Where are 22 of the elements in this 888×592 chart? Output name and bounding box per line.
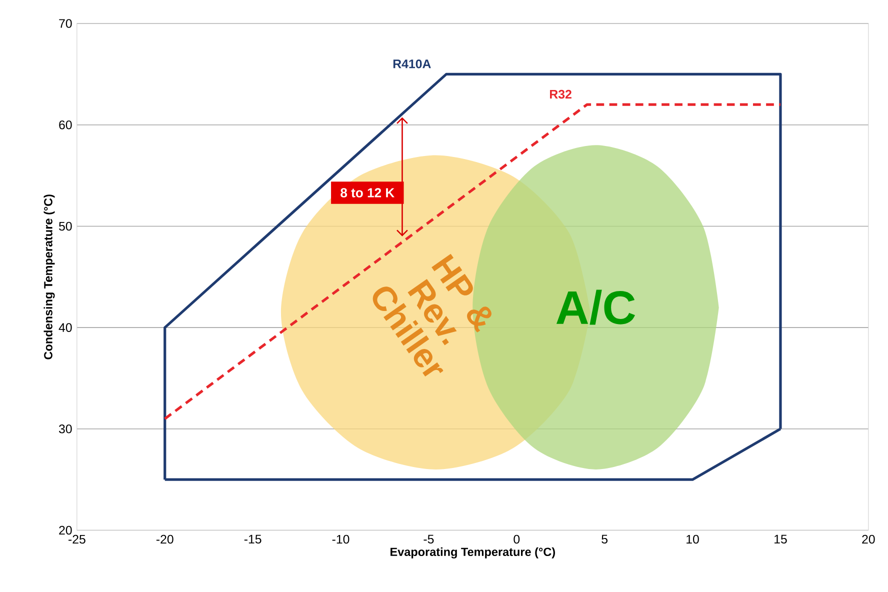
- x-tick-label: -5: [424, 535, 434, 544]
- series-label: R410A: [393, 60, 431, 68]
- y-tick-label: 20: [59, 526, 72, 535]
- x-tick-label: -10: [332, 535, 350, 544]
- x-tick-label: 20: [862, 535, 875, 544]
- x-tick-label: 5: [602, 535, 608, 544]
- x-tick-label: 10: [686, 535, 699, 544]
- series-label: A/C: [556, 290, 635, 325]
- x-tick-label: 0: [514, 535, 520, 544]
- x-tick-label: -25: [68, 535, 86, 544]
- x-axis-title: Evaporating Temperature (°C): [390, 548, 555, 559]
- x-tick-label: 15: [774, 535, 787, 544]
- annotation: 8 to 12 K: [340, 188, 394, 198]
- y-tick-label: 60: [59, 120, 72, 130]
- y-tick-label: 70: [59, 19, 72, 28]
- x-tick-label: -15: [244, 535, 262, 544]
- y-axis-title: Condensing Temperature (°C): [44, 194, 55, 360]
- x-tick-label: -20: [156, 535, 174, 544]
- y-tick-label: 30: [58, 424, 72, 434]
- series-label: R32: [550, 90, 572, 99]
- y-tick-label: 40: [58, 323, 72, 332]
- y-tick-label: 50: [59, 222, 72, 231]
